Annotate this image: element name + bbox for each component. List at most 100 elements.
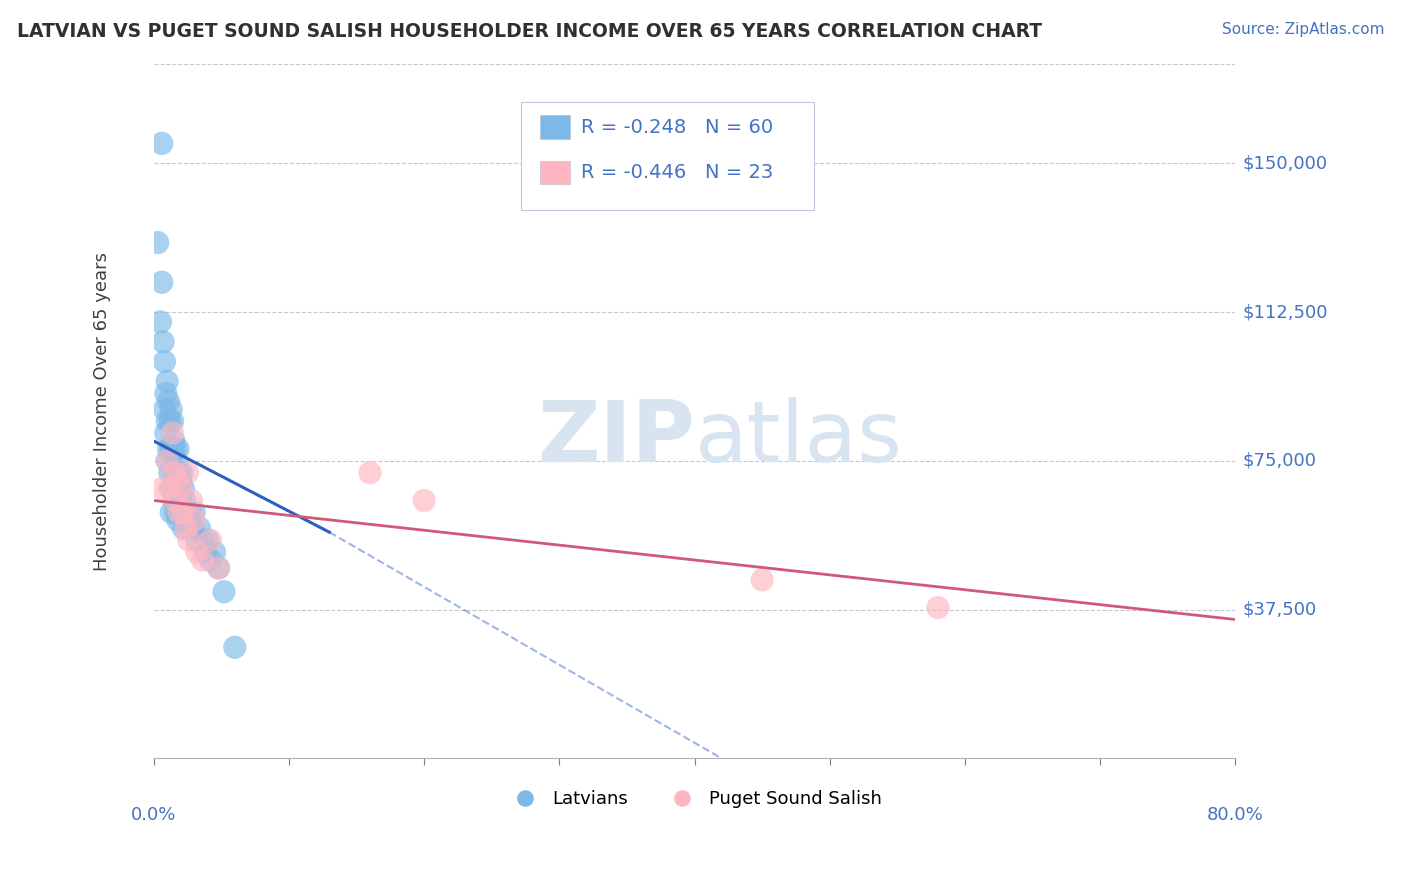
Point xyxy=(200,533,222,548)
Text: ZIP: ZIP xyxy=(537,398,695,481)
Point xyxy=(176,466,198,480)
Point xyxy=(159,482,181,496)
Point xyxy=(146,235,169,250)
Text: LATVIAN VS PUGET SOUND SALISH HOUSEHOLDER INCOME OVER 65 YEARS CORRELATION CHART: LATVIAN VS PUGET SOUND SALISH HOUSEHOLDE… xyxy=(17,22,1042,41)
Point xyxy=(183,513,205,527)
Point xyxy=(155,425,177,440)
Point xyxy=(159,466,181,480)
Text: $150,000: $150,000 xyxy=(1241,154,1327,172)
Point xyxy=(160,402,183,417)
Point xyxy=(170,493,193,508)
Point xyxy=(751,573,773,587)
Point xyxy=(180,513,202,527)
Point xyxy=(166,454,188,468)
Point xyxy=(212,584,235,599)
Point xyxy=(173,493,195,508)
Point xyxy=(156,454,179,468)
Point xyxy=(152,334,174,349)
Text: R = -0.248   N = 60: R = -0.248 N = 60 xyxy=(581,118,773,136)
Point xyxy=(153,354,176,368)
Text: 80.0%: 80.0% xyxy=(1206,806,1264,824)
Point xyxy=(156,454,179,468)
Point xyxy=(188,521,211,535)
Point xyxy=(150,275,173,289)
Point xyxy=(155,386,177,401)
Point xyxy=(167,474,190,488)
Point xyxy=(194,545,217,559)
Text: atlas: atlas xyxy=(695,398,903,481)
Point xyxy=(170,505,193,519)
Point xyxy=(167,513,190,527)
Point xyxy=(159,414,181,428)
Point xyxy=(165,505,187,519)
Point xyxy=(179,505,201,519)
Text: Householder Income Over 65 years: Householder Income Over 65 years xyxy=(93,252,111,571)
Point xyxy=(927,600,949,615)
Point xyxy=(160,482,183,496)
Point xyxy=(156,375,179,389)
Point xyxy=(172,521,194,535)
Point xyxy=(186,545,208,559)
Point xyxy=(170,466,193,480)
Point xyxy=(150,482,173,496)
Point xyxy=(169,505,191,519)
Text: Source: ZipAtlas.com: Source: ZipAtlas.com xyxy=(1222,22,1385,37)
Text: R = -0.446   N = 23: R = -0.446 N = 23 xyxy=(581,163,773,182)
Text: $75,000: $75,000 xyxy=(1241,452,1316,470)
Point xyxy=(163,493,186,508)
Point xyxy=(197,533,219,548)
Point xyxy=(181,521,204,535)
Point xyxy=(174,505,197,519)
FancyBboxPatch shape xyxy=(540,161,569,184)
Point xyxy=(165,493,187,508)
Point xyxy=(156,414,179,428)
Point xyxy=(207,561,229,575)
Point xyxy=(157,442,180,456)
Point xyxy=(150,136,173,151)
Point xyxy=(207,561,229,575)
Point xyxy=(169,466,191,480)
Point xyxy=(157,394,180,409)
Point xyxy=(191,533,214,548)
Point xyxy=(174,521,197,535)
Point xyxy=(162,482,184,496)
Point xyxy=(170,474,193,488)
Point xyxy=(163,434,186,448)
Point xyxy=(165,442,187,456)
Text: $112,500: $112,500 xyxy=(1241,303,1327,321)
Point xyxy=(183,505,205,519)
Point xyxy=(413,493,436,508)
Point xyxy=(180,493,202,508)
Point xyxy=(162,442,184,456)
Point xyxy=(163,466,186,480)
Point xyxy=(149,315,172,329)
FancyBboxPatch shape xyxy=(540,115,569,139)
Point xyxy=(191,553,214,567)
Point xyxy=(177,521,200,535)
Point xyxy=(169,505,191,519)
Point xyxy=(186,533,208,548)
Point xyxy=(177,533,200,548)
Point xyxy=(167,442,190,456)
Point xyxy=(172,482,194,496)
Point xyxy=(165,474,187,488)
Point xyxy=(176,513,198,527)
Point xyxy=(170,482,193,496)
Point xyxy=(172,505,194,519)
Point xyxy=(162,414,184,428)
Text: $37,500: $37,500 xyxy=(1241,600,1316,618)
Point xyxy=(359,466,381,480)
Point xyxy=(153,402,176,417)
Point xyxy=(167,474,190,488)
Point xyxy=(224,640,246,655)
Point xyxy=(166,482,188,496)
Point xyxy=(200,553,222,567)
Point xyxy=(163,466,186,480)
Point xyxy=(160,505,183,519)
Point xyxy=(162,425,184,440)
Point xyxy=(204,545,226,559)
Point xyxy=(160,442,183,456)
Legend: Latvians, Puget Sound Salish: Latvians, Puget Sound Salish xyxy=(499,783,889,815)
Text: 0.0%: 0.0% xyxy=(131,806,176,824)
FancyBboxPatch shape xyxy=(522,103,814,210)
